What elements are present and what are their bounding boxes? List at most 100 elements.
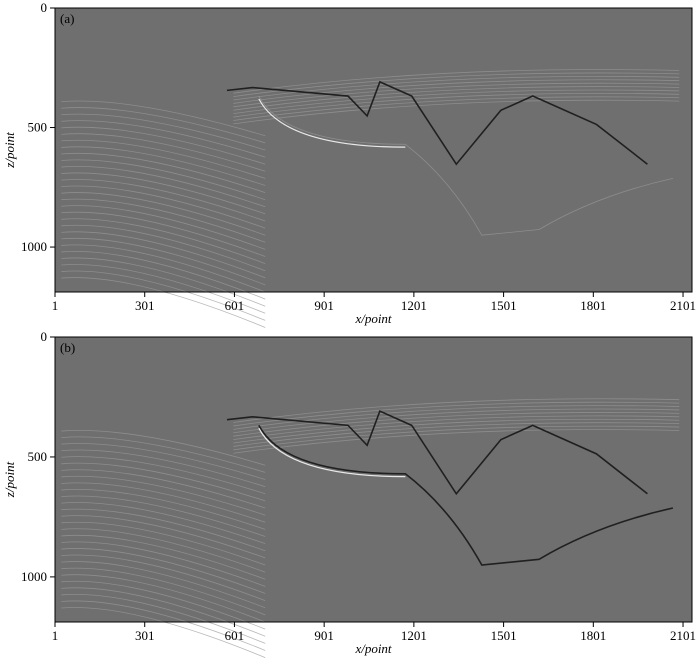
reflector [61,257,266,307]
reflector [233,415,680,440]
bright-edge [258,98,406,148]
reflector [233,89,680,115]
reflector [61,600,266,651]
x-tick-label: 601 [225,298,245,313]
bright-edge [258,427,406,478]
salt-base [258,95,673,236]
reflector [233,69,680,94]
reflector [61,482,266,523]
reflector [61,113,266,151]
reflector [61,126,266,165]
y-tick-label: 0 [41,329,48,344]
reflector [233,72,680,98]
reflector [61,449,266,488]
reflector [61,237,266,286]
reflector [61,528,266,573]
x-tick-label: 1 [52,628,59,643]
reflector [233,75,680,101]
panel: 1 301 601 901 1201 1501 1801 2101 0 500 1000 x/poin… [2,0,696,328]
reflector [233,408,680,434]
x-axis-label: x/point [354,641,391,656]
y-tick-label: 500 [28,449,48,464]
reflector [233,412,680,437]
reflector [233,92,680,118]
reflector [61,534,266,580]
reflector [61,567,266,616]
x-tick-label: 301 [135,628,155,643]
x-tick-label: 1201 [401,298,427,313]
reflector [61,205,266,250]
y-axis-label: z/point [2,461,17,498]
reflector [61,179,266,222]
reflector [61,489,266,530]
reflector [61,508,266,552]
reflector [61,120,266,158]
reflector [61,139,266,179]
reflector [233,99,680,125]
x-tick-label: 1 [52,298,59,313]
reflector [61,198,266,243]
reflector [61,561,266,609]
x-tick-label: 1201 [401,628,427,643]
reflector [61,172,266,215]
reflector [61,521,266,566]
reflector [233,425,680,451]
panel-label: (a) [60,11,74,26]
reflector [61,462,266,502]
reflector [61,152,266,193]
reflector [61,436,266,473]
reflector [61,133,266,172]
reflector [233,79,680,104]
x-tick-label: 1801 [580,298,606,313]
x-tick-label: 1801 [580,628,606,643]
reflector [61,548,266,594]
reflector [61,554,266,601]
x-tick-label: 601 [225,628,245,643]
reflector [61,251,266,300]
reflector [61,192,266,236]
x-tick-label: 901 [314,298,334,313]
reflector [61,159,266,201]
x-tick-label: 901 [314,628,334,643]
reflector [61,277,266,328]
reflector [61,443,266,480]
reflector [61,218,266,264]
reflector [61,185,266,229]
reflector [233,418,680,444]
y-tick-label: 1000 [21,569,47,584]
reflector [61,244,266,293]
reflector [233,401,680,427]
reflector [61,495,266,537]
y-tick-label: 0 [41,0,48,15]
y-tick-label: 500 [28,120,48,135]
reflector [61,515,266,559]
reflector [61,231,266,279]
x-axis-label: x/point [354,311,391,326]
reflector [61,574,266,623]
reflector [61,264,266,314]
reflector [233,96,680,121]
reflector [61,469,266,509]
reflector [61,166,266,208]
reflector [233,82,680,108]
reflector [61,580,266,630]
reflector [61,594,266,644]
x-tick-label: 301 [135,298,155,313]
salt-top [226,410,648,496]
x-tick-label: 2101 [670,628,696,643]
panel-label: (b) [60,340,75,355]
frame [54,7,693,293]
reflector [61,270,266,321]
y-tick-label: 1000 [21,239,47,254]
salt-base [258,424,674,566]
reflector [61,475,266,516]
seismic-image [55,337,692,622]
panel: 1 301 601 901 1201 1501 1801 2101 0 500 1000 x/poin… [2,329,696,658]
reflector [61,502,266,545]
reflector [61,100,266,137]
reflector [61,541,266,587]
reflector [61,429,266,466]
reflector [233,422,680,447]
x-tick-label: 1501 [491,298,517,313]
